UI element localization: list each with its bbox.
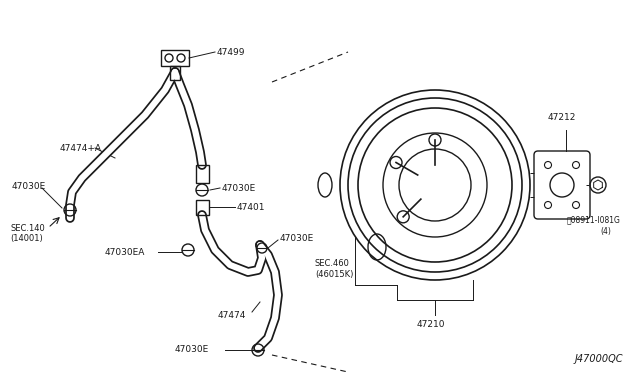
Text: 47030E: 47030E <box>12 182 46 190</box>
Bar <box>196 165 209 183</box>
Text: ⓝ08911-I081G: ⓝ08911-I081G <box>567 215 621 224</box>
Text: 47030E: 47030E <box>280 234 314 243</box>
Bar <box>196 200 209 215</box>
Text: 47474+A: 47474+A <box>60 144 102 153</box>
Text: (14001): (14001) <box>10 234 43 243</box>
Bar <box>170 66 180 80</box>
Text: 47030EA: 47030EA <box>105 247 145 257</box>
Text: 47210: 47210 <box>417 320 445 329</box>
Text: (4): (4) <box>600 227 611 236</box>
Text: SEC.460: SEC.460 <box>315 259 350 267</box>
Text: J47000QC: J47000QC <box>575 354 623 364</box>
Bar <box>161 50 189 66</box>
Text: 47401: 47401 <box>237 202 266 212</box>
Text: 47030E: 47030E <box>222 183 256 192</box>
Text: 47499: 47499 <box>217 48 246 57</box>
Text: SEC.140: SEC.140 <box>10 224 45 232</box>
Text: (46015K): (46015K) <box>315 270 353 279</box>
Text: 47212: 47212 <box>548 113 577 122</box>
Text: 47474: 47474 <box>218 311 246 320</box>
Text: 47030E: 47030E <box>175 346 209 355</box>
